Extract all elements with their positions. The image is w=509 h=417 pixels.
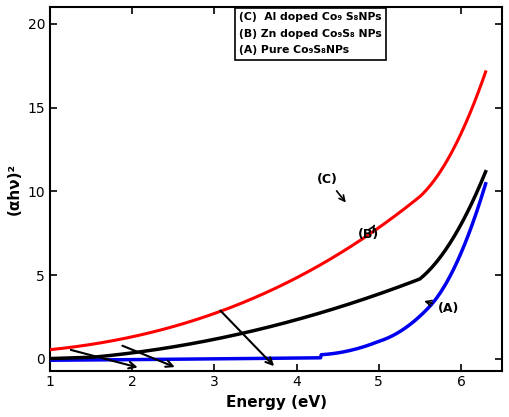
Text: (B): (B): [358, 226, 380, 241]
Y-axis label: (αhν)²: (αhν)²: [7, 163, 22, 215]
Text: (C)  Al doped Co₉ S₈NPs
(B) Zn doped Co₉S₈ NPs
(A) Pure Co₉S₈NPs: (C) Al doped Co₉ S₈NPs (B) Zn doped Co₉S…: [239, 13, 382, 55]
Text: (C): (C): [317, 173, 345, 201]
X-axis label: Energy (eV): Energy (eV): [225, 395, 326, 410]
Text: (A): (A): [426, 301, 459, 315]
